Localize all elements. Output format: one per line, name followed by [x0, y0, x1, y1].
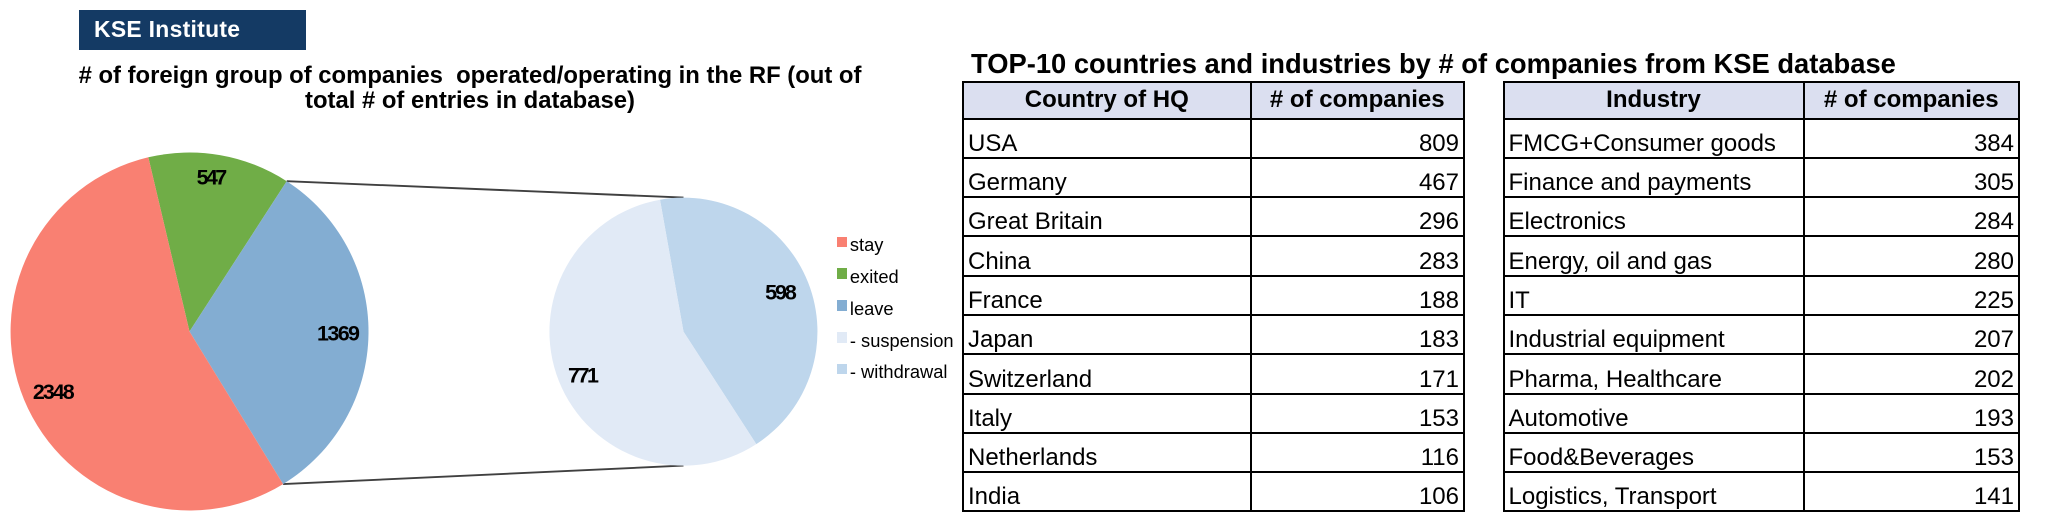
svg-text:771: 771	[568, 364, 599, 388]
svg-text:547: 547	[197, 166, 228, 190]
svg-text:2348: 2348	[33, 380, 75, 404]
svg-text:598: 598	[765, 281, 797, 305]
svg-text:1369: 1369	[317, 321, 360, 345]
